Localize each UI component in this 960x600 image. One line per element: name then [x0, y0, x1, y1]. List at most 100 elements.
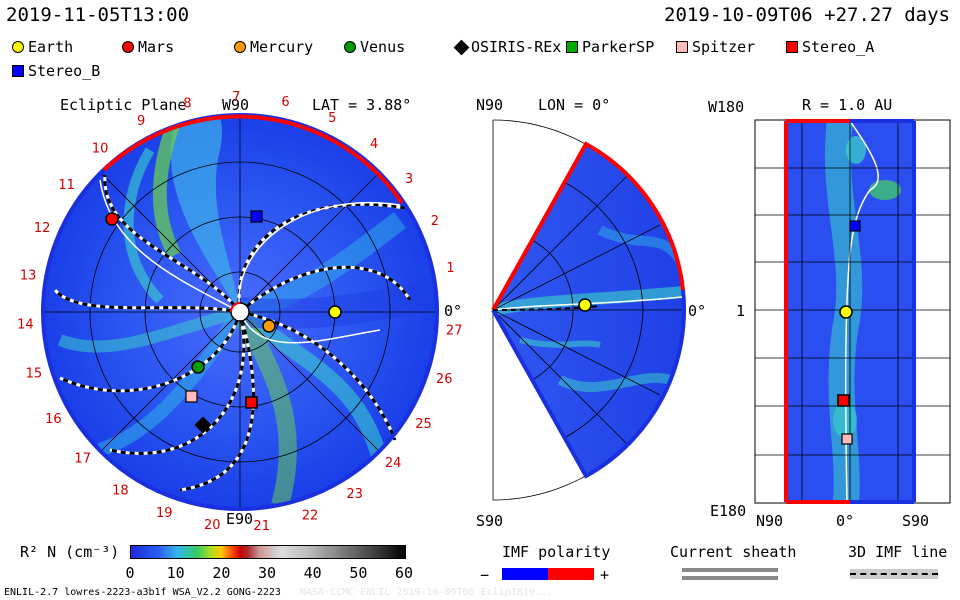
day-number: 11 — [58, 178, 75, 193]
day-number: 16 — [45, 412, 62, 427]
day-number: 21 — [253, 519, 270, 534]
day-number: 2 — [431, 214, 439, 229]
legend-osiris-rex: OSIRIS-REx — [453, 38, 562, 56]
ecliptic-e90: E90 — [226, 510, 254, 528]
mars-marker — [105, 212, 119, 226]
legend-label: Venus — [360, 38, 406, 56]
legend-label: ParkerSP — [582, 38, 655, 56]
day-number: 20 — [204, 518, 221, 533]
day-number: 23 — [346, 487, 363, 502]
ecliptic-disk — [41, 113, 439, 511]
legend-stereo-b: Stereo_B — [12, 62, 100, 80]
imf-plus: + — [600, 566, 610, 584]
day-number: 12 — [34, 221, 51, 236]
density-colorbar — [130, 545, 406, 559]
colorbar-tick: 20 — [212, 564, 231, 582]
imf-negative-swatch — [502, 568, 548, 580]
legend-stereo-a: Stereo_A — [786, 38, 874, 56]
day-number: 5 — [328, 111, 336, 126]
day-number: 15 — [26, 366, 43, 381]
colorbar-tick: 60 — [395, 564, 414, 582]
earth-marker-meridional — [578, 298, 592, 312]
day-number: 13 — [20, 268, 37, 283]
legend-label: Stereo_A — [802, 38, 875, 56]
mercury-marker-icon — [234, 41, 246, 53]
spitzer-marker-latlon — [841, 433, 853, 445]
colorbar-tick: 0 — [125, 564, 135, 582]
legend-label: OSIRIS-REx — [471, 38, 562, 56]
imf-line-title: 3D IMF line — [848, 543, 948, 561]
day-number: 19 — [156, 506, 173, 521]
ecliptic-w90: W90 — [222, 96, 250, 114]
day-number: 9 — [137, 114, 145, 129]
colorbar-tick: 40 — [303, 564, 322, 582]
parkersp-marker-icon — [566, 41, 578, 53]
colorbar-label: R² N (cm⁻³) — [20, 543, 120, 561]
legend-label: Mercury — [250, 38, 314, 56]
footer-model: ENLIL-2.7 lowres-2223-a3b1f WSA_V2.2 GON… — [4, 587, 281, 598]
day-number: 14 — [17, 318, 34, 333]
osiris-rex-marker — [194, 416, 212, 434]
model-time: 2019-11-05T13:00 — [6, 4, 190, 26]
colorbar-tick: 10 — [166, 564, 185, 582]
spitzer-marker — [185, 390, 198, 403]
mars-marker-icon — [122, 41, 134, 53]
legend-label: Earth — [28, 38, 74, 56]
mercury-marker — [262, 319, 276, 333]
day-number: 6 — [281, 95, 289, 110]
meridional-lon: LON = 0° — [538, 96, 611, 114]
latlon-zero: 0° — [836, 512, 855, 530]
latlon-n90: N90 — [756, 512, 784, 530]
legend-venus: Venus — [344, 38, 405, 56]
day-number: 18 — [112, 484, 129, 499]
footer-faint: NASA-CCMC ENLIL 2019-10-09T06 Eclip1819.… — [300, 587, 553, 598]
colorbar-tick: 30 — [258, 564, 277, 582]
legend-label: Mars — [138, 38, 175, 56]
latlon-s90: S90 — [902, 512, 930, 530]
ecliptic-title: Ecliptic Plane — [60, 96, 187, 114]
latlon-e180: E180 — [710, 502, 747, 520]
stereo-b-marker — [250, 210, 263, 223]
run-time: 2019-10-09T06 +27.27 days — [664, 4, 950, 26]
ecliptic-lat: LAT = 3.88° — [312, 96, 412, 114]
earth-marker — [328, 305, 342, 319]
legend-spitzer: Spitzer — [676, 38, 755, 56]
imf-polarity-title: IMF polarity — [502, 543, 611, 561]
imf-line-swatch — [850, 573, 938, 575]
day-number: 25 — [415, 417, 432, 432]
day-number: 3 — [405, 172, 413, 187]
legend-parkersp: ParkerSP — [566, 38, 654, 56]
stereo-b-marker-icon — [12, 65, 24, 77]
day-number: 17 — [74, 452, 91, 467]
legend-mercury: Mercury — [234, 38, 313, 56]
legend-label: Stereo_B — [28, 62, 101, 80]
colorbar-tick: 50 — [349, 564, 368, 582]
meridional-s90: S90 — [476, 512, 504, 530]
day-number: 7 — [232, 90, 240, 105]
venus-marker-icon — [344, 41, 356, 53]
current-sheath-line-1 — [682, 568, 778, 572]
stereo-b-marker-latlon — [849, 220, 861, 232]
ecliptic-zero: 0° — [444, 302, 463, 320]
stereo-a-marker-latlon — [837, 394, 850, 407]
latlon-one: 1 — [736, 302, 746, 320]
meridional-zero: 0° — [688, 302, 707, 320]
spitzer-marker-icon — [676, 41, 688, 53]
day-number: 27 — [446, 324, 463, 339]
day-number: 26 — [436, 372, 453, 387]
day-number: 10 — [92, 142, 109, 157]
current-sheath-title: Current sheath — [670, 543, 797, 561]
day-number: 8 — [183, 97, 191, 112]
latlon-r: R = 1.0 AU — [802, 96, 893, 114]
day-number: 1 — [446, 261, 454, 276]
stereo-a-marker-icon — [786, 41, 798, 53]
legend-label: Spitzer — [692, 38, 756, 56]
day-number: 22 — [302, 508, 319, 523]
earth-marker-latlon — [839, 305, 853, 319]
venus-marker — [191, 360, 205, 374]
imf-positive-swatch — [548, 568, 594, 580]
